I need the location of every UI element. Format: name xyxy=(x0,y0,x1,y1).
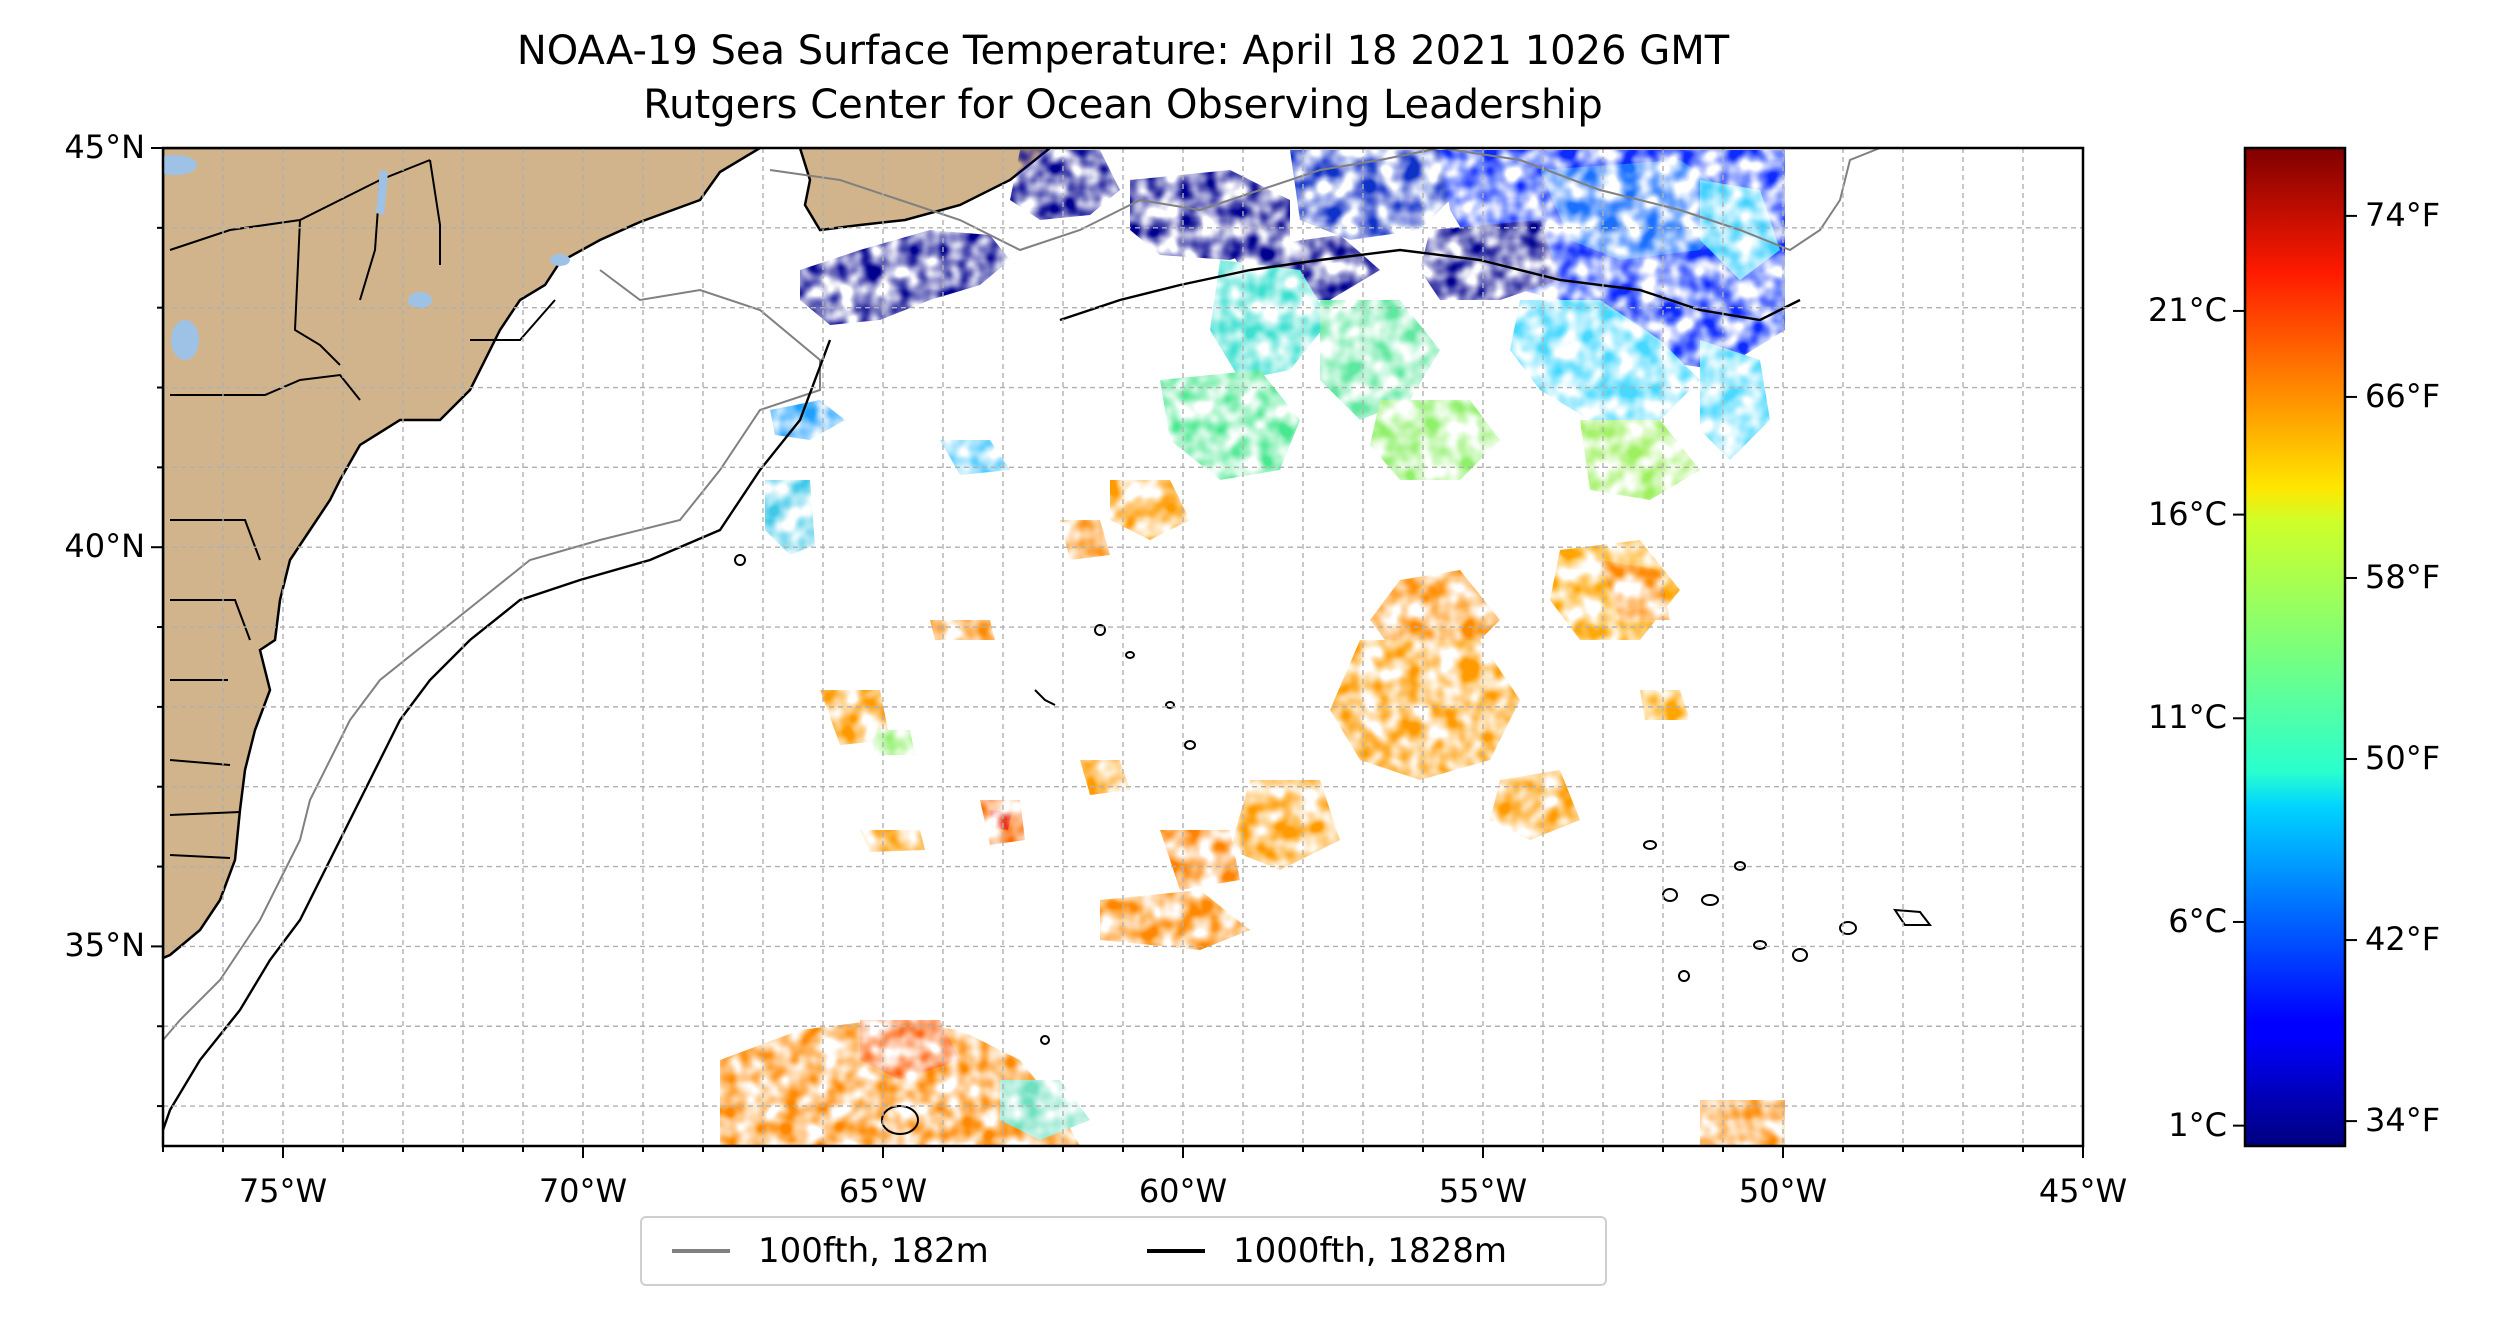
celsius-tick-label: 11°C xyxy=(2147,698,2227,737)
celsius-tick-label: 16°C xyxy=(2147,494,2227,533)
colorbar-frame xyxy=(2243,146,2347,1148)
fahrenheit-tick-label: 50°F xyxy=(2365,739,2441,778)
map-gridlines xyxy=(163,148,2083,1146)
contour-1000fth xyxy=(163,248,1801,1131)
celsius-tick-label: 1°C xyxy=(2168,1105,2227,1144)
fahrenheit-tick-label: 42°F xyxy=(2365,920,2441,959)
legend-line-black xyxy=(1147,1249,1205,1253)
land-us-east-coast xyxy=(163,148,763,960)
legend-item-100fth: 100fth, 182m xyxy=(672,1218,989,1284)
lon-tick-label: 65°W xyxy=(838,1172,928,1210)
lon-tick-label: 75°W xyxy=(238,1172,328,1210)
lon-tick-label: 45°W xyxy=(2038,1172,2128,1210)
sst-data xyxy=(720,150,1785,1146)
contour-100fth xyxy=(163,148,1881,1041)
legend-item-1000fth: 1000fth, 1828m xyxy=(1147,1218,1507,1284)
lakes xyxy=(163,155,570,360)
legend-line-gray xyxy=(672,1249,730,1253)
legend-label: 100fth, 182m xyxy=(758,1231,989,1271)
seamount-contours xyxy=(734,554,1933,1135)
lon-tick-label: 50°W xyxy=(1738,1172,1828,1210)
legend-label: 1000fth, 1828m xyxy=(1233,1231,1508,1271)
lat-tick-label: 45°N xyxy=(64,128,145,166)
lat-tick-label: 35°N xyxy=(64,926,145,965)
lon-tick-label: 70°W xyxy=(538,1172,628,1210)
axis-ticks xyxy=(151,147,2084,1158)
map-title: NOAA-19 Sea Surface Temperature: April 1… xyxy=(516,28,1730,74)
celsius-tick-label: 6°C xyxy=(2168,901,2227,940)
fahrenheit-tick-label: 74°F xyxy=(2365,195,2441,234)
lat-tick-label: 40°N xyxy=(64,527,145,566)
fahrenheit-tick-label: 66°F xyxy=(2365,376,2441,415)
fahrenheit-tick-label: 34°F xyxy=(2365,1101,2441,1140)
fahrenheit-tick-label: 58°F xyxy=(2365,557,2441,596)
colorbar-ticks xyxy=(2233,214,2357,1127)
colorbar-gradient xyxy=(2245,148,2345,1146)
lon-tick-label: 55°W xyxy=(1438,1172,1528,1210)
map-subtitle: Rutgers Center for Ocean Observing Leade… xyxy=(643,82,1603,128)
celsius-tick-label: 21°C xyxy=(2147,290,2227,329)
contour-legend: 100fth, 182m 1000fth, 1828m xyxy=(640,1216,1607,1286)
lon-tick-label: 60°W xyxy=(1138,1172,1228,1210)
